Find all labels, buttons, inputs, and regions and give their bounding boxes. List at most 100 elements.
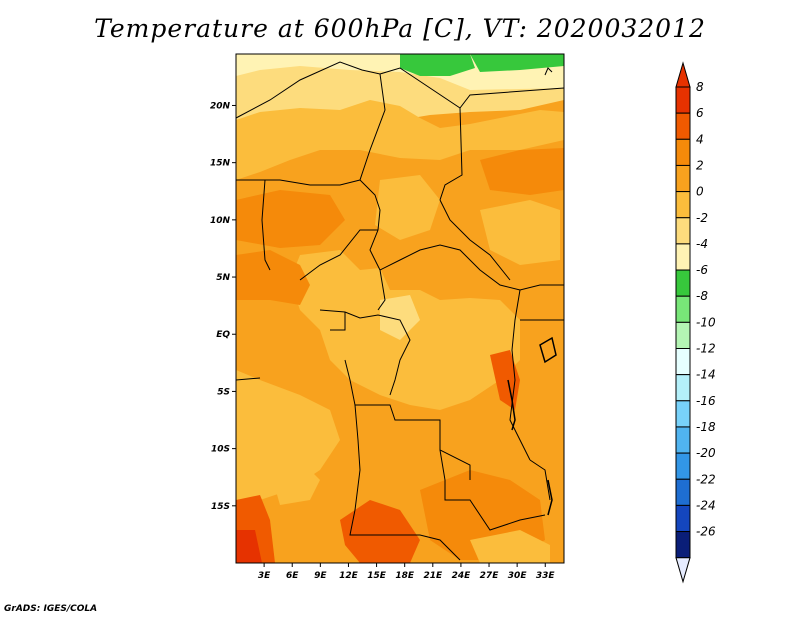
field-band-6to8-rift (490, 350, 520, 410)
field-band-8plus-sw (236, 530, 262, 563)
colorbar-swatch (675, 164, 691, 193)
lon-tick-label: 15E (367, 571, 387, 581)
field-band-0to2-sudan (480, 200, 560, 265)
credit-label: GrADS: IGES/COLA (4, 604, 98, 614)
border-sinai (544, 67, 553, 76)
colorbar-label: -6 (696, 263, 708, 277)
colorbar-label: -24 (696, 498, 716, 512)
field-band-0to2-atlantic (236, 370, 340, 505)
colorbar-label: -12 (696, 342, 716, 356)
border-car-drc (379, 244, 564, 291)
field-band-0to2-north (236, 100, 564, 180)
lat-tick-label: 15S (211, 502, 230, 512)
colorbar-swatch (675, 217, 691, 245)
lat-tick-label: 10S (211, 445, 230, 455)
colorbar-label: -16 (696, 394, 716, 408)
field-band-0to2-angola (270, 460, 320, 505)
colorbar-swatch (675, 112, 691, 140)
border-egypt-sudan (459, 87, 564, 109)
lon-tick-label: 9E (314, 571, 327, 581)
colorbar-label: -20 (696, 446, 716, 460)
colorbar-swatch (675, 374, 691, 402)
colorbar-label: -10 (696, 315, 716, 329)
border-congo (319, 309, 411, 396)
lat-tick-label: 15N (210, 159, 231, 169)
colorbar-swatch (675, 269, 691, 297)
longitude-axis: 3E 6E 9E 12E 15E 18E 21E 24E 27E 30E 33E (258, 563, 556, 581)
lake-malawi (547, 479, 553, 516)
field-band-4to6-sudan (480, 148, 564, 195)
colorbar-swatch (675, 348, 691, 376)
lake-victoria (539, 336, 557, 364)
lon-tick-label: 24E (452, 571, 472, 581)
lon-tick-label: 30E (508, 571, 528, 581)
colorbar-swatch (675, 243, 691, 271)
lat-tick-label: 20N (210, 101, 231, 111)
colorbar-label: 4 (696, 132, 704, 146)
field-band-0to2-chad (375, 175, 440, 240)
border-angola-namibia (349, 404, 461, 561)
field-band-4to6-gulf (236, 250, 310, 305)
colorbar-swatch (675, 504, 691, 533)
colorbar-swatch (675, 426, 691, 454)
border-drc-east (509, 289, 531, 461)
colorbar-label: -18 (696, 420, 716, 434)
colorbar-label: -4 (696, 237, 708, 251)
colorbar-label: -14 (696, 368, 716, 382)
border-malawi (529, 459, 551, 501)
lat-tick-label: EQ (216, 330, 230, 340)
colorbar-label: 8 (696, 80, 704, 94)
border-chad-west (359, 73, 386, 271)
colorbar-label: -8 (696, 289, 708, 303)
lon-tick-label: 18E (395, 571, 415, 581)
lon-tick-label: 6E (286, 571, 299, 581)
lat-tick-label: 5S (217, 387, 230, 397)
border-niger-nigeria (236, 179, 361, 186)
field-band-minus6tominus4-1 (400, 54, 475, 76)
border-benin (261, 179, 271, 271)
colorbar-swatch (675, 452, 691, 480)
lon-tick-label: 21E (423, 571, 443, 581)
border-zambia (439, 449, 546, 531)
field-band-minus2to0-central (380, 295, 420, 340)
lake-tanganyika (507, 379, 516, 431)
colorbar-bottom-arrow (675, 557, 691, 584)
lon-tick-label: 12E (339, 571, 359, 581)
latitude-axis: 20N 15N 10N 5N EQ 5S 10S 15S (210, 101, 236, 512)
border-cameroon-nigeria (299, 229, 378, 281)
lon-tick-label: 3E (258, 571, 271, 581)
colorbar-label: 0 (696, 185, 704, 199)
colorbar-swatch (675, 321, 691, 350)
colorbar-label: -2 (696, 211, 708, 225)
colorbar-swatch (675, 531, 691, 559)
colorbar-label: 2 (696, 158, 704, 172)
lon-tick-label: 27E (480, 571, 500, 581)
lakes (507, 336, 557, 516)
colorbar-swatch (675, 191, 691, 219)
colorbar-label: 6 (696, 106, 704, 120)
country-borders (236, 61, 564, 561)
colorbar-label: -26 (696, 525, 716, 539)
border-coast-fragment (236, 377, 261, 381)
border-gabon (330, 312, 346, 331)
border-cameroon-car (377, 269, 386, 311)
colorbar-swatch (675, 478, 691, 506)
map-title: Temperature at 600hPa [C], VT: 202003201… (94, 14, 706, 43)
colorbar-top-arrow (675, 61, 691, 88)
colorbar-swatch (675, 295, 691, 323)
colorbar-label: -22 (696, 472, 716, 486)
colorbar-swatch (675, 86, 691, 114)
border-sudan-car (439, 199, 511, 281)
field-band-6to8-namibia (340, 500, 420, 563)
border-angola-drc (344, 359, 471, 480)
field-band-0to2-south (470, 530, 550, 563)
temperature-field (236, 54, 564, 563)
colorbar-swatch (675, 138, 691, 166)
map-frame (235, 53, 565, 564)
lat-tick-label: 5N (216, 273, 230, 283)
lon-tick-label: 33E (536, 571, 556, 581)
colorbar-swatch (675, 400, 691, 428)
lat-tick-label: 10N (210, 216, 231, 226)
colorbar: 8 6 4 2 0 -2 -4 -6 -8 -10 -12 -14 -16 -18 -20 -22 -24 -26 (675, 61, 716, 584)
